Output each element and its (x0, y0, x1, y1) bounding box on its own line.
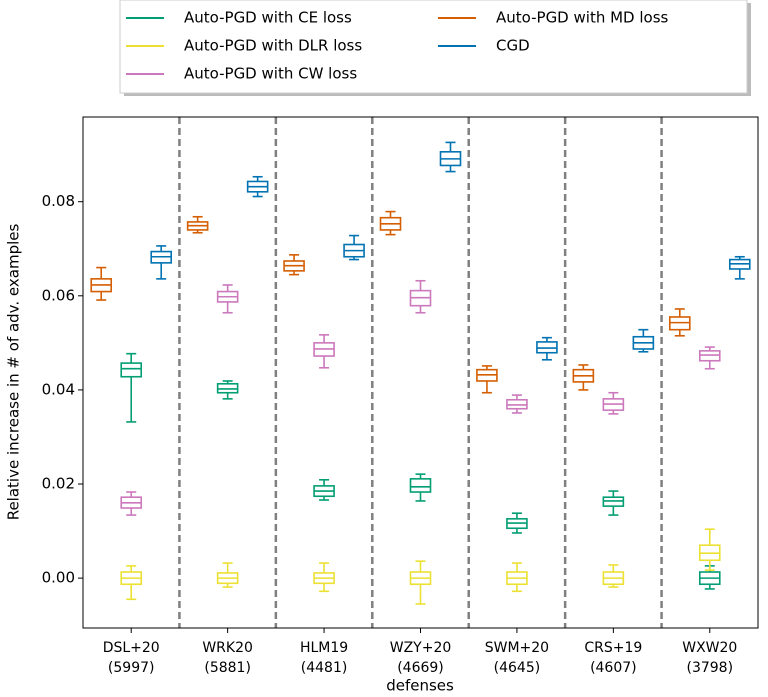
legend-label: Auto-PGD with CW loss (184, 65, 357, 83)
x-tick-label: CRS+19 (584, 640, 642, 656)
y-tick-label: 0.00 (42, 569, 75, 587)
y-tick-label: 0.06 (42, 286, 75, 304)
legend-label: Auto-PGD with MD loss (496, 9, 669, 27)
x-tick-count: (5997) (108, 660, 155, 676)
x-tick-label: WZY+20 (390, 640, 452, 656)
x-tick-label: WXW20 (682, 640, 737, 656)
plot-frame (82, 116, 759, 629)
x-tick-count: (5881) (204, 660, 251, 676)
legend-box (119, 0, 748, 94)
legend-label: CGD (496, 37, 530, 55)
x-tick-label: HLM19 (300, 640, 348, 656)
x-tick-label: WRK20 (202, 640, 253, 656)
y-axis-label: Relative increase in # of adv. examples (5, 224, 23, 521)
legend-label: Auto-PGD with CE loss (184, 9, 352, 27)
legend-label: Auto-PGD with DLR loss (184, 37, 362, 55)
y-tick-label: 0.02 (42, 475, 75, 493)
x-tick-count: (4645) (494, 660, 541, 676)
box (120, 362, 143, 378)
y-tick-label: 0.08 (42, 192, 75, 210)
y-tick-label: 0.04 (42, 380, 75, 398)
x-tick-label: SWM+20 (485, 640, 549, 656)
plot-area (90, 117, 751, 628)
box (409, 478, 432, 493)
x-tick-count: (4481) (301, 660, 348, 676)
x-tick-label: DSL+20 (103, 640, 160, 656)
x-axis-label: defenses (386, 677, 454, 695)
x-tick-count: (3798) (687, 660, 734, 676)
x-tick-count: (4607) (590, 660, 637, 676)
x-tick-count: (4669) (397, 660, 444, 676)
